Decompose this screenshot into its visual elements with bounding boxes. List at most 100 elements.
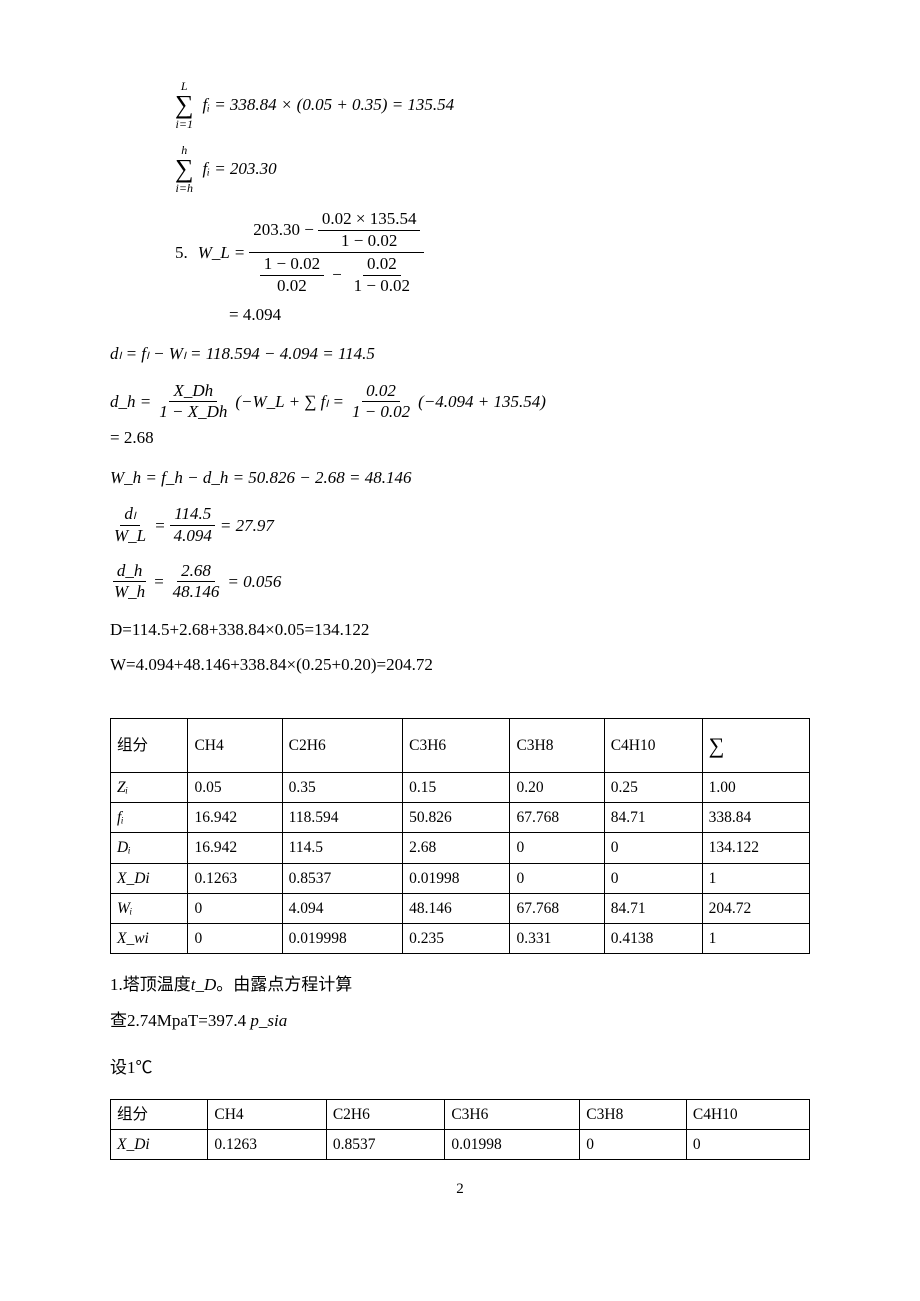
cell: 118.594 xyxy=(282,803,402,833)
eq8-f1-num: d_h xyxy=(113,561,147,583)
row-label: fᵢ xyxy=(111,803,188,833)
eq8-tail: = 0.056 xyxy=(227,569,281,595)
page-number: 2 xyxy=(110,1178,810,1201)
eq5-f1-num: X_Dh xyxy=(169,381,217,403)
th2-0: 组分 xyxy=(111,1099,208,1129)
eq3-result: = 4.094 xyxy=(229,302,810,328)
eq2-line: h ∑ i=h fᵢ = 203.30 xyxy=(175,144,810,194)
eq3-label: 5. xyxy=(175,240,188,266)
eq5-result: = 2.68 xyxy=(110,425,810,451)
eq7-f2-num: 114.5 xyxy=(170,504,215,526)
eq4-text: dₗ = fₗ − Wₗ = 118.594 − 4.094 = 114.5 xyxy=(110,344,375,363)
eq2-body: fᵢ = 203.30 xyxy=(203,156,277,182)
eq8-f2-num: 2.68 xyxy=(177,561,215,583)
th-5: C4H10 xyxy=(604,718,702,772)
cell: 0.019998 xyxy=(282,924,402,954)
eq3-num-inner-frac: 0.02 × 135.54 1 − 0.02 xyxy=(318,209,421,251)
table-row: 组分 CH4 C2H6 C3H6 C3H8 C4H10 ∑ xyxy=(111,718,810,772)
equation-sum-2: h ∑ i=h fᵢ = 203.30 xyxy=(175,144,810,194)
eq5-lhs: d_h = xyxy=(110,389,151,415)
eq3-num-frac-num: 0.02 × 135.54 xyxy=(318,209,421,231)
equation-wh: W_h = f_h − d_h = 50.826 − 2.68 = 48.146 xyxy=(110,465,810,491)
table-row: Wᵢ 0 4.094 48.146 67.768 84.71 204.72 xyxy=(111,893,810,923)
cell: 0 xyxy=(686,1130,809,1160)
th-0: 组分 xyxy=(111,718,188,772)
sigma-header-icon: ∑ xyxy=(709,733,725,758)
eq8-f2-den: 48.146 xyxy=(169,582,224,603)
cell: 0.15 xyxy=(403,772,510,802)
sum-symbol-1: L ∑ i=1 xyxy=(175,80,194,130)
text-line-3: 设1℃ xyxy=(110,1055,810,1081)
cell: 84.71 xyxy=(604,803,702,833)
row-label: Zᵢ xyxy=(111,772,188,802)
table-row: X_Di 0.1263 0.8537 0.01998 0 0 1 xyxy=(111,863,810,893)
eq3-den-right-frac: 0.02 1 − 0.02 xyxy=(350,254,414,296)
cell: 67.768 xyxy=(510,803,604,833)
cell: 0.8537 xyxy=(282,863,402,893)
equation-wl: 5. W_L = 203.30 − 0.02 × 135.54 1 − 0.02… xyxy=(175,208,810,327)
cell: 0 xyxy=(604,833,702,863)
equation-sum-1: L ∑ i=1 fᵢ = 338.84 × (0.05 + 0.35) = 13… xyxy=(175,80,810,130)
text-line-2: 查2.74MpaT=397.4 p_sia xyxy=(110,1008,810,1034)
eq6-text: W_h = f_h − d_h = 50.826 − 2.68 = 48.146 xyxy=(110,468,412,487)
eq5-f2-den: 1 − 0.02 xyxy=(348,402,414,423)
eq3-den-r-den: 1 − 0.02 xyxy=(350,276,414,297)
equation-ratio-1: dₗ W_L = 114.5 4.094 = 27.97 xyxy=(110,504,810,546)
sum1-bot: i=1 xyxy=(176,118,193,130)
eq8-f1: d_h W_h xyxy=(110,561,149,603)
cell: 0 xyxy=(188,893,282,923)
row-label: Dᵢ xyxy=(111,833,188,863)
t1a: 1.塔顶温度 xyxy=(110,975,191,994)
cell: 0.05 xyxy=(188,772,282,802)
eq7-f2: 114.5 4.094 xyxy=(170,504,216,546)
eq3-den-mid: − xyxy=(328,266,346,285)
eq5-mid: (−W_L + ∑ fₗ = xyxy=(235,389,344,415)
sigma-icon: ∑ xyxy=(175,92,194,118)
eq1-line: L ∑ i=1 fᵢ = 338.84 × (0.05 + 0.35) = 13… xyxy=(175,80,810,130)
eq3-num-frac-den: 1 − 0.02 xyxy=(337,231,401,252)
cell: 338.84 xyxy=(702,803,809,833)
xdi-table: 组分 CH4 C2H6 C3H6 C3H8 C4H10 X_Di 0.1263 … xyxy=(110,1099,810,1161)
cell: 67.768 xyxy=(510,893,604,923)
t1b: t_D xyxy=(191,975,217,994)
cell: 0 xyxy=(580,1130,687,1160)
cell: 0 xyxy=(510,863,604,893)
cell: 0.20 xyxy=(510,772,604,802)
sum2-bot: i=h xyxy=(176,182,193,194)
eq3-den-r-num: 0.02 xyxy=(363,254,401,276)
eq1-body: fᵢ = 338.84 × (0.05 + 0.35) = 135.54 xyxy=(203,92,455,118)
th-4: C3H8 xyxy=(510,718,604,772)
th-1: CH4 xyxy=(188,718,282,772)
cell: 1 xyxy=(702,924,809,954)
eq7-tail: = 27.97 xyxy=(220,513,274,539)
row-label: X_Di xyxy=(111,863,188,893)
eq7-f1: dₗ W_L xyxy=(110,504,150,546)
eq3-num-left: 203.30 − xyxy=(253,221,314,240)
eq3-lhs: W_L = xyxy=(198,240,246,266)
eq3-den-l-num: 1 − 0.02 xyxy=(260,254,324,276)
eq7-f1-den: W_L xyxy=(110,526,150,547)
cell: 0.4138 xyxy=(604,924,702,954)
eq8-f2: 2.68 48.146 xyxy=(169,561,224,603)
line-D: D=114.5+2.68+338.84×0.05=134.122 xyxy=(110,617,810,643)
sigma-icon: ∑ xyxy=(175,156,194,182)
cell: 48.146 xyxy=(403,893,510,923)
cell: 2.68 xyxy=(403,833,510,863)
cell: 0.235 xyxy=(403,924,510,954)
cell: 0.8537 xyxy=(326,1130,444,1160)
table-row: X_wi 0 0.019998 0.235 0.331 0.4138 1 xyxy=(111,924,810,954)
cell: 16.942 xyxy=(188,833,282,863)
cell: 1 xyxy=(702,863,809,893)
eq8-mid: = xyxy=(153,569,164,595)
eq3-den: 1 − 0.02 0.02 − 0.02 1 − 0.02 xyxy=(256,253,418,297)
cell: 0.1263 xyxy=(188,863,282,893)
th2-2: C2H6 xyxy=(326,1099,444,1129)
table-row: X_Di 0.1263 0.8537 0.01998 0 0 xyxy=(111,1130,810,1160)
cell: 0.25 xyxy=(604,772,702,802)
cell: 50.826 xyxy=(403,803,510,833)
t1c: 。由露点方程计算 xyxy=(216,975,352,994)
cell: 84.71 xyxy=(604,893,702,923)
cell: 0.1263 xyxy=(208,1130,326,1160)
cell: 0 xyxy=(510,833,604,863)
row-label: Wᵢ xyxy=(111,893,188,923)
